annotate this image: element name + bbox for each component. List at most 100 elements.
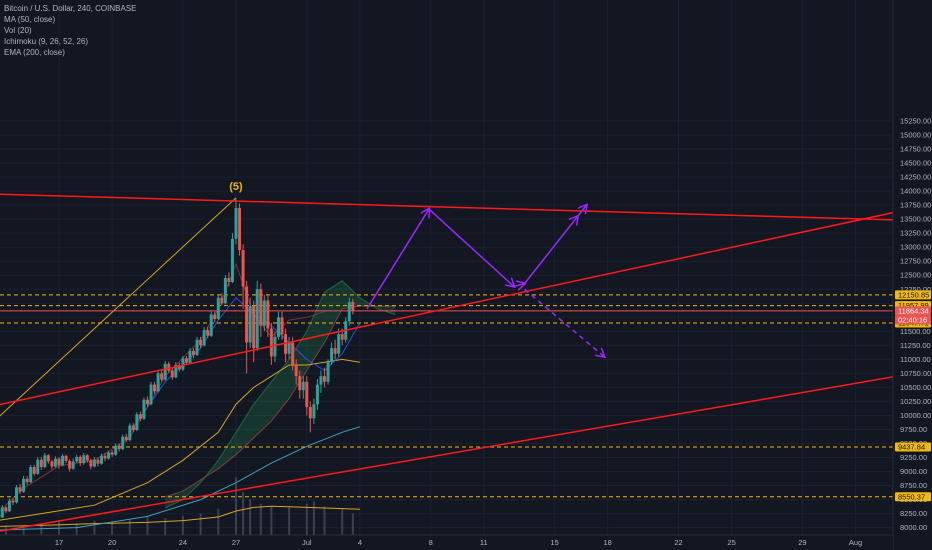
x-tick-label: 4 (358, 538, 362, 547)
candle (347, 302, 351, 322)
candle (326, 362, 330, 382)
candle (170, 370, 174, 378)
y-tick-label: 11000.00 (900, 355, 931, 364)
x-tick-label: 22 (674, 538, 682, 547)
candle (337, 334, 341, 354)
candle (18, 487, 22, 492)
trendline-resistance (0, 193, 894, 221)
y-tick-label: 12250.00 (900, 285, 931, 294)
y-tick-label: 8250.00 (900, 509, 927, 518)
candle (202, 330, 206, 346)
trendline-support-upper (0, 211, 894, 406)
candle (163, 363, 167, 380)
volume-bar (288, 507, 291, 535)
candle (340, 334, 344, 340)
volume-bar (270, 506, 273, 535)
candle (227, 278, 231, 282)
candle (174, 364, 178, 378)
x-tick-label: 27 (232, 538, 240, 547)
price-level-tag: 9437.84 (898, 443, 925, 452)
candle (259, 289, 263, 326)
price-level-tag-bg (895, 442, 931, 452)
price-level-tag-bg (895, 492, 931, 502)
chart-legend: Bitcoin / U.S. Dollar, 240, COINBASE MA … (4, 3, 137, 58)
y-tick-label: 13000.00 (900, 243, 931, 252)
candle (75, 456, 79, 462)
candle (192, 350, 196, 355)
y-tick-label: 13500.00 (900, 215, 931, 224)
y-tick-label: 8750.00 (900, 481, 927, 490)
candle (252, 306, 256, 349)
candle (199, 339, 203, 346)
volume-bar (305, 503, 308, 535)
candle (216, 297, 220, 319)
volume-bar (249, 499, 252, 535)
y-tick-label: 10000.00 (900, 411, 931, 420)
y-tick-label: 11250.00 (900, 341, 931, 350)
legend-ichimoku[interactable]: Ichimoku (9, 26, 52, 26) (4, 37, 89, 46)
last-price-tag: 11864.34 (898, 306, 929, 315)
candle (117, 445, 121, 450)
x-tick-label: 24 (179, 538, 187, 547)
y-tick-label: 9750.00 (900, 425, 927, 434)
candle (308, 407, 312, 419)
price-level-tag: 8550.37 (898, 492, 925, 501)
countdown-bg (895, 315, 931, 325)
candle (82, 455, 86, 464)
candle (276, 317, 280, 337)
candle (301, 381, 305, 391)
candle (110, 452, 114, 455)
volume-bar (323, 506, 326, 535)
volume-bar (242, 491, 245, 535)
candle (160, 373, 164, 380)
x-tick-label: 8 (429, 538, 433, 547)
x-tick-label: 29 (798, 538, 806, 547)
candle (107, 452, 111, 459)
candle (96, 459, 100, 464)
candle (184, 358, 188, 363)
candle (291, 342, 295, 365)
candle (138, 414, 142, 419)
legend-ma[interactable]: MA (50, close) (4, 15, 56, 24)
y-tick-label: 10250.00 (900, 397, 931, 406)
ema-line (0, 426, 361, 531)
candle (15, 487, 19, 503)
candle (36, 459, 40, 474)
candle (294, 364, 298, 377)
time-axis (0, 535, 893, 550)
y-tick-label: 14750.00 (900, 145, 931, 154)
candle (149, 384, 153, 405)
ichimoku-lagging-line (0, 262, 325, 512)
ma-line (0, 358, 360, 521)
candle (50, 461, 54, 467)
symbol-title[interactable]: Bitcoin / U.S. Dollar, 240, COINBASE (4, 4, 137, 13)
candle (195, 339, 199, 355)
candle (29, 467, 33, 483)
candle (85, 455, 89, 461)
price-level-tag-bg (895, 290, 931, 300)
candle (71, 461, 75, 469)
x-tick-label: 18 (604, 538, 612, 547)
x-tick-label: 11 (480, 538, 488, 547)
y-tick-label: 15250.00 (900, 117, 931, 126)
countdown-label: 02:40:16 (898, 315, 927, 324)
candle (103, 455, 107, 459)
candle (146, 399, 149, 405)
wave-line (0, 197, 237, 417)
volume-bar (164, 518, 167, 535)
candle (181, 358, 185, 370)
y-tick-label: 14500.00 (900, 159, 931, 168)
x-tick-label: Jul (302, 538, 312, 547)
candle (330, 348, 334, 363)
candle (262, 300, 266, 326)
candle (167, 363, 171, 371)
legend-ema[interactable]: EMA (200, close) (4, 48, 65, 57)
y-tick-label: 10750.00 (900, 369, 931, 378)
candle (32, 467, 36, 474)
candle (39, 459, 43, 468)
legend-vol[interactable]: Vol (20) (4, 26, 32, 35)
candle (280, 317, 284, 335)
candle (142, 399, 146, 419)
volume-bar (235, 477, 237, 535)
